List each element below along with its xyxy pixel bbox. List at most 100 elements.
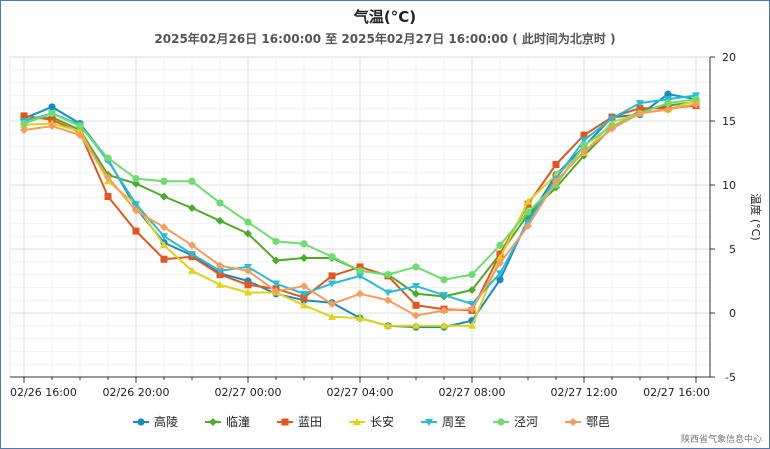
data-point [496, 241, 504, 249]
data-point [524, 208, 532, 216]
legend-label: 鄠邑 [586, 415, 610, 429]
data-point [272, 287, 280, 296]
data-point [300, 253, 308, 262]
data-point [209, 418, 217, 426]
legend-label: 长安 [370, 414, 394, 429]
data-point [20, 119, 28, 128]
x-tick-label: 02/27 16:00 [643, 386, 710, 399]
data-point [425, 419, 433, 426]
data-point [160, 233, 168, 241]
data-point [216, 280, 224, 288]
data-point [412, 311, 420, 320]
data-point [132, 206, 140, 215]
data-source-label: 陕西省气象信息中心 [680, 435, 762, 445]
legend-item[interactable]: 泾河 [493, 415, 538, 429]
data-point [636, 104, 644, 112]
data-point [356, 272, 364, 280]
data-point [496, 270, 504, 278]
data-point [48, 122, 56, 131]
legend: 高陵 临潼 蓝田 长安 周至 泾河 鄠邑 [133, 414, 610, 429]
data-point [468, 271, 476, 279]
data-point [580, 141, 588, 149]
data-point [552, 177, 560, 186]
legend-item[interactable]: 长安 [349, 414, 394, 429]
data-point [664, 105, 672, 114]
data-point [20, 112, 28, 120]
legend-label: 临潼 [226, 414, 250, 429]
data-point [569, 418, 577, 426]
data-point [356, 263, 364, 271]
legend-item[interactable]: 周至 [421, 415, 466, 429]
data-point [216, 261, 224, 270]
data-point [440, 306, 448, 315]
data-point [300, 282, 308, 291]
data-point [580, 137, 588, 145]
data-point [20, 125, 28, 134]
x-tick-label: 02/26 16:00 [10, 386, 77, 399]
legend-item[interactable]: 蓝田 [277, 415, 322, 429]
data-point [300, 290, 308, 298]
series-layer [20, 90, 700, 331]
x-tick-label: 02/27 04:00 [327, 386, 394, 399]
data-point [468, 301, 476, 309]
legend-label: 蓝田 [298, 415, 322, 429]
data-point [608, 115, 616, 123]
data-point [328, 253, 336, 261]
x-tick-label: 02/27 00:00 [215, 386, 282, 399]
data-point [608, 124, 616, 133]
data-point [328, 272, 336, 280]
data-point [440, 321, 448, 329]
data-point [132, 227, 140, 235]
axes: -5 0 5 10 15 20 温度 (°C) 02/26 16:00 02/26 20:00 0… [10, 51, 763, 399]
data-point [188, 204, 196, 213]
data-point [272, 280, 280, 288]
data-point [328, 300, 336, 309]
data-point [664, 90, 672, 98]
y-tick-label: 20 [722, 51, 736, 64]
legend-item[interactable]: 高陵 [133, 414, 178, 429]
data-point [412, 289, 420, 298]
data-point [132, 175, 140, 183]
legend-label: 高陵 [154, 414, 178, 429]
legend-item[interactable]: 鄠邑 [565, 415, 610, 429]
data-point [328, 280, 336, 288]
chart-subtitle: 2025年02月26日 16:00:00 至 2025年02月27日 16:00… [154, 32, 616, 46]
data-point [356, 267, 364, 275]
data-point [281, 418, 289, 426]
data-point [356, 314, 364, 322]
data-point [412, 263, 420, 271]
data-point [188, 241, 196, 250]
grid-lines [9, 56, 711, 378]
data-point [636, 109, 644, 118]
data-point [244, 218, 252, 226]
data-point [160, 177, 168, 185]
legend-item[interactable]: 临潼 [205, 414, 250, 429]
legend-label: 泾河 [514, 415, 538, 429]
data-point [160, 192, 168, 201]
y-axis-label: 温度 (°C) [749, 193, 763, 240]
data-point [300, 301, 308, 309]
data-point [132, 179, 140, 188]
data-point [244, 229, 252, 238]
data-point [497, 418, 505, 426]
chart-title: 气温(°C) [353, 8, 417, 26]
data-point [580, 147, 588, 156]
data-point [692, 95, 700, 103]
data-point [496, 276, 504, 284]
data-point [664, 99, 672, 107]
data-point [524, 221, 532, 230]
data-point [272, 237, 280, 245]
data-point [48, 103, 56, 111]
data-point [468, 321, 476, 329]
data-point [188, 177, 196, 185]
x-tick-label: 02/26 20:00 [103, 386, 170, 399]
series-7 [20, 100, 700, 320]
legend-label: 周至 [442, 415, 466, 429]
data-point [132, 201, 140, 209]
data-point [552, 161, 560, 169]
data-point [160, 223, 168, 232]
data-point [48, 109, 56, 117]
data-point [412, 301, 420, 309]
data-point [244, 281, 252, 289]
